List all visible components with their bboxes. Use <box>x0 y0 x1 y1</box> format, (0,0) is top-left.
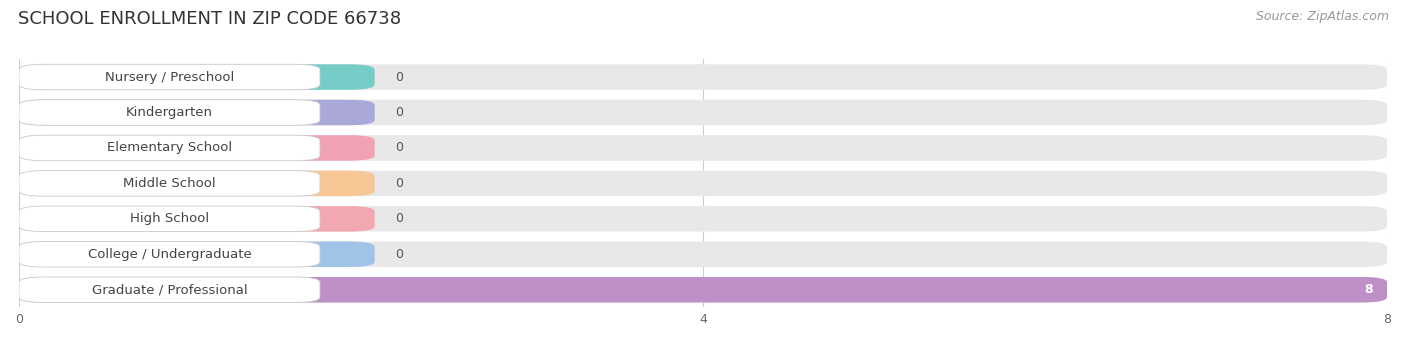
FancyBboxPatch shape <box>20 277 1386 302</box>
FancyBboxPatch shape <box>20 135 374 161</box>
FancyBboxPatch shape <box>20 277 321 302</box>
FancyBboxPatch shape <box>20 170 1386 196</box>
Text: 0: 0 <box>395 142 404 154</box>
FancyBboxPatch shape <box>20 241 321 267</box>
FancyBboxPatch shape <box>20 100 321 125</box>
Text: College / Undergraduate: College / Undergraduate <box>87 248 252 261</box>
Text: Graduate / Professional: Graduate / Professional <box>91 283 247 296</box>
FancyBboxPatch shape <box>20 100 374 125</box>
Text: Kindergarten: Kindergarten <box>127 106 212 119</box>
Text: Source: ZipAtlas.com: Source: ZipAtlas.com <box>1256 10 1389 23</box>
FancyBboxPatch shape <box>20 206 1386 232</box>
Text: Middle School: Middle School <box>124 177 215 190</box>
FancyBboxPatch shape <box>20 206 374 232</box>
FancyBboxPatch shape <box>20 100 1386 125</box>
FancyBboxPatch shape <box>20 135 321 161</box>
Text: 0: 0 <box>395 212 404 225</box>
Text: 0: 0 <box>395 71 404 84</box>
FancyBboxPatch shape <box>20 241 374 267</box>
Text: 0: 0 <box>395 106 404 119</box>
FancyBboxPatch shape <box>20 170 374 196</box>
Text: High School: High School <box>129 212 209 225</box>
FancyBboxPatch shape <box>20 241 1386 267</box>
Text: SCHOOL ENROLLMENT IN ZIP CODE 66738: SCHOOL ENROLLMENT IN ZIP CODE 66738 <box>18 10 401 28</box>
Text: 0: 0 <box>395 248 404 261</box>
FancyBboxPatch shape <box>20 64 1386 90</box>
FancyBboxPatch shape <box>20 64 321 90</box>
FancyBboxPatch shape <box>20 64 374 90</box>
FancyBboxPatch shape <box>20 206 321 232</box>
FancyBboxPatch shape <box>20 135 1386 161</box>
Text: Elementary School: Elementary School <box>107 142 232 154</box>
FancyBboxPatch shape <box>20 277 1386 302</box>
Text: 8: 8 <box>1365 283 1374 296</box>
Text: 0: 0 <box>395 177 404 190</box>
Text: Nursery / Preschool: Nursery / Preschool <box>105 71 235 84</box>
FancyBboxPatch shape <box>20 170 321 196</box>
